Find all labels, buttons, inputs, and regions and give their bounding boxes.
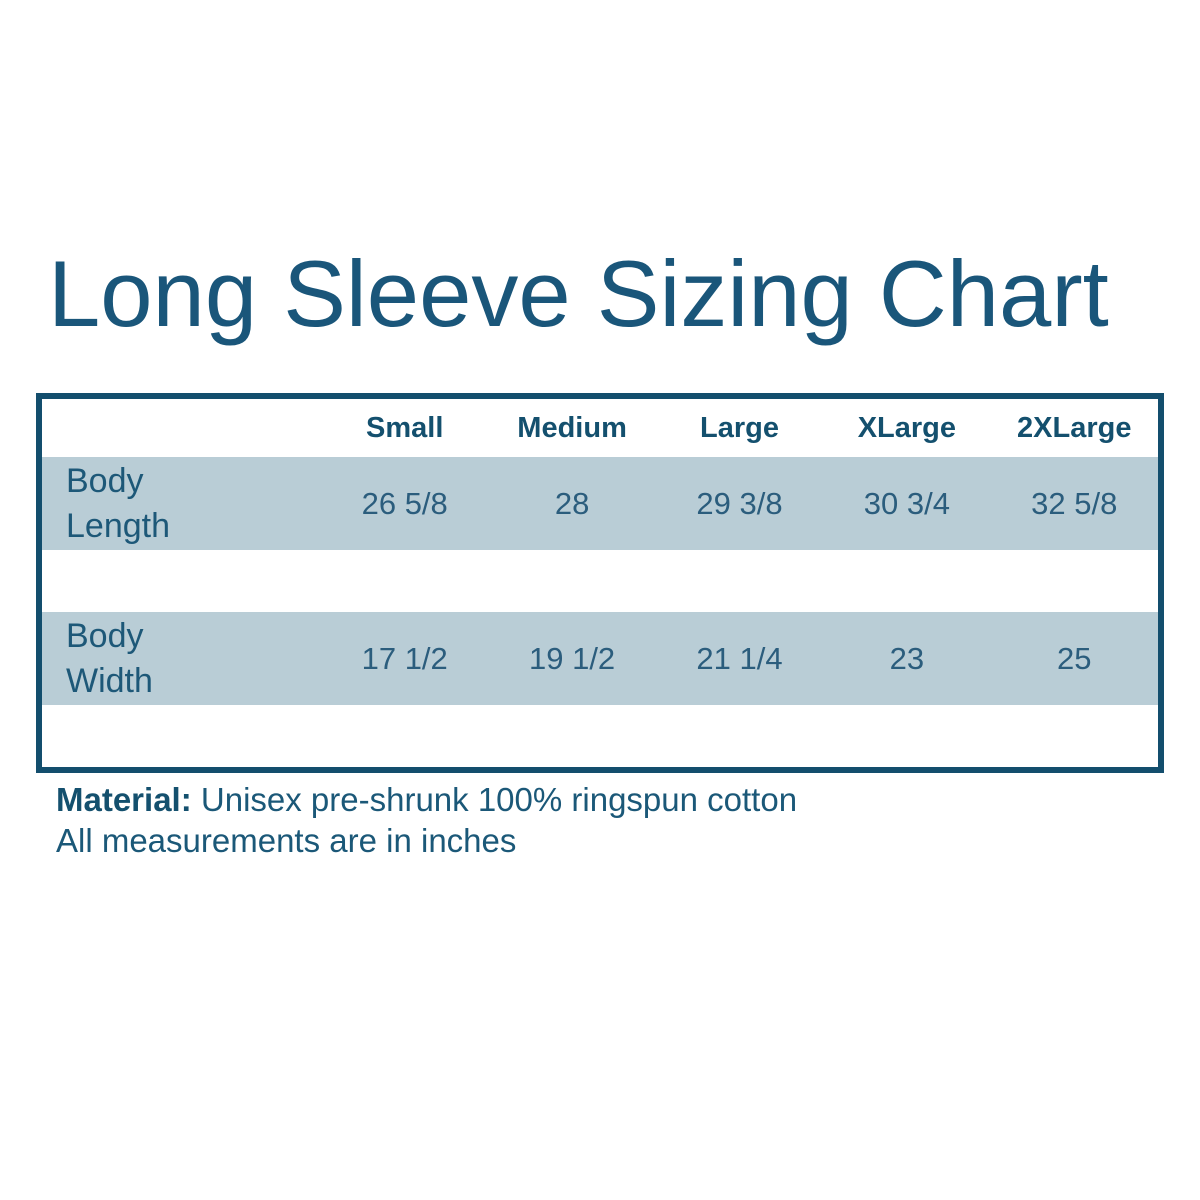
row-label-body-width: Body Width [66, 617, 153, 700]
cell-value: 26 5/8 [361, 485, 448, 521]
column-header-large: Large [699, 411, 779, 444]
body-width-row: Body Width 17 1/2 19 1/2 21 1/4 23 25 [42, 612, 1158, 705]
footer-notes: Material: Unisex pre-shrunk 100% ringspu… [56, 780, 797, 862]
spacer-row [42, 705, 1158, 767]
row-label-body-length: Body Length [66, 462, 170, 545]
spacer-row [42, 550, 1158, 612]
column-header-xlarge: XLarge [857, 411, 957, 444]
column-header-medium: Medium [517, 411, 627, 444]
cell-value: 28 [554, 485, 590, 521]
column-header-2xlarge: 2XLarge [1017, 411, 1132, 444]
material-line: Material: Unisex pre-shrunk 100% ringspu… [56, 780, 797, 821]
material-text: Unisex pre-shrunk 100% ringspun cotton [200, 781, 798, 818]
cell-value: 32 5/8 [1031, 485, 1118, 521]
measurement-note: All measurements are in inches [56, 821, 517, 859]
cell-value: 21 1/4 [696, 640, 783, 676]
cell-value: 30 3/4 [863, 485, 950, 521]
size-table-container: Small Medium Large XLarge 2XLarge Body L… [36, 393, 1164, 773]
cell-value: 17 1/2 [361, 640, 448, 676]
page-title: Long Sleeve Sizing Chart [48, 241, 1109, 346]
cell-value: 29 3/8 [696, 485, 783, 521]
body-length-row: Body Length 26 5/8 28 29 3/8 30 3/4 32 5… [42, 457, 1158, 550]
column-header-small: Small [366, 411, 444, 444]
corner-cell [42, 399, 321, 457]
header-row: Small Medium Large XLarge 2XLarge [42, 399, 1158, 457]
size-table: Small Medium Large XLarge 2XLarge Body L… [42, 399, 1158, 767]
cell-value: 19 1/2 [528, 640, 616, 676]
material-label: Material: [56, 781, 192, 818]
cell-value: 23 [889, 640, 925, 676]
cell-value: 25 [1057, 640, 1092, 676]
